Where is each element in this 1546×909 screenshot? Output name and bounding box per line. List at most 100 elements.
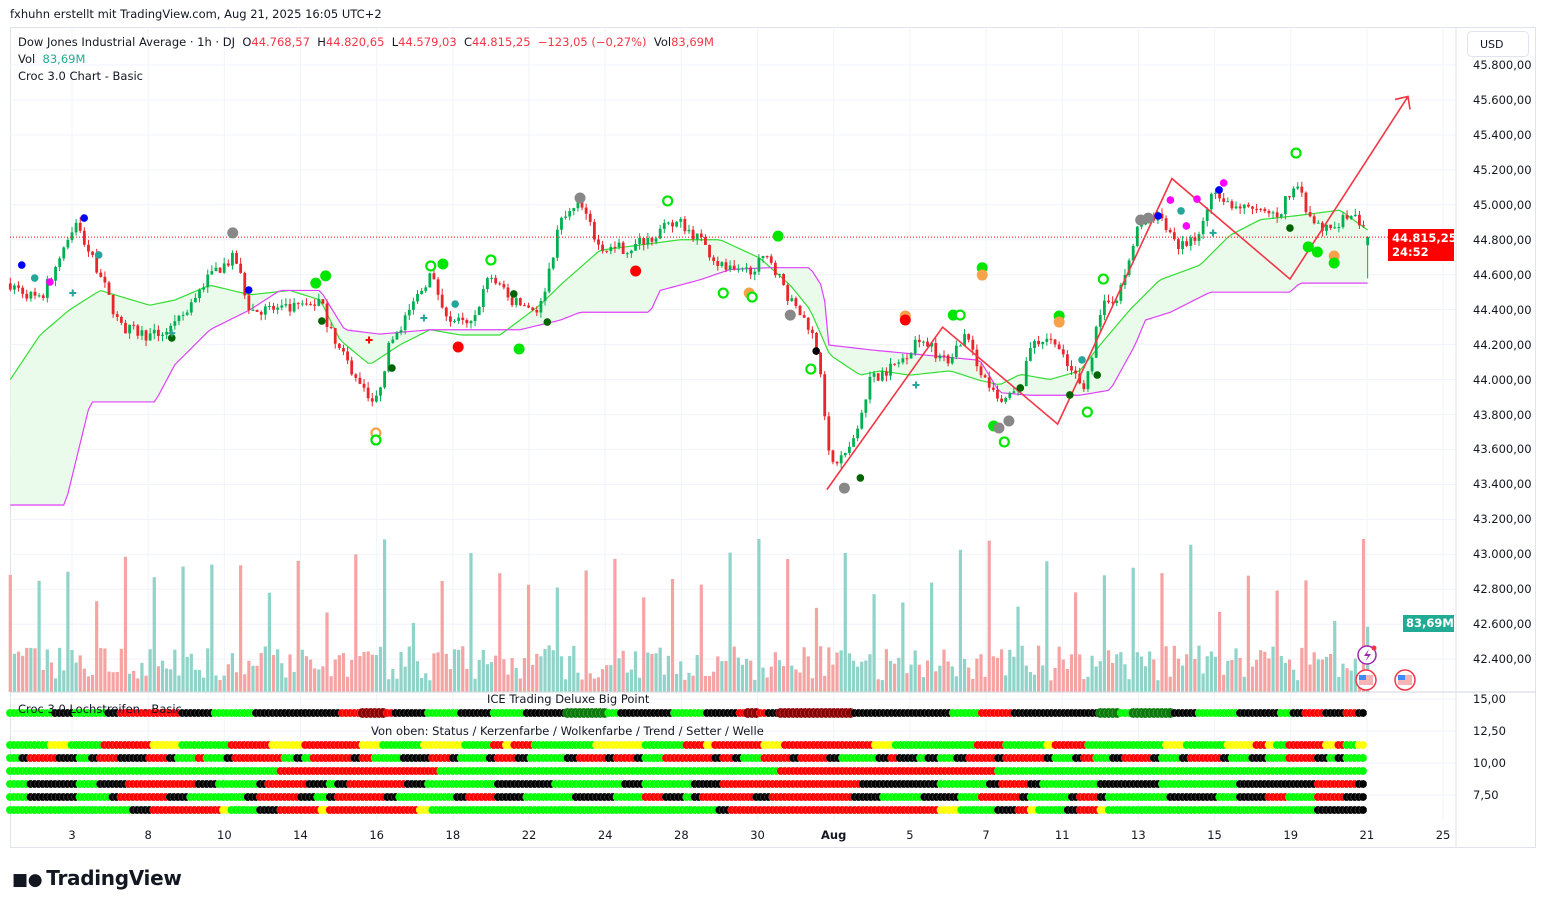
us-flag-event-icon[interactable] <box>1355 669 1377 691</box>
candle-body <box>156 329 160 336</box>
tradingview-logo[interactable]: ■● TradingView <box>12 866 182 890</box>
indicator-legend[interactable]: Croc 3.0 Chart - Basic <box>18 69 143 83</box>
volume-bar <box>62 670 66 692</box>
candle-body <box>1135 226 1139 247</box>
candle-body <box>465 319 469 324</box>
candle-body <box>54 266 57 281</box>
candle-body <box>25 293 29 299</box>
lightning-alert-icon[interactable] <box>1357 645 1377 665</box>
symbol-title[interactable]: Dow Jones Industrial Average · 1h · DJ <box>18 35 235 49</box>
volume-bar <box>494 655 498 692</box>
volume-bar <box>263 646 267 692</box>
candle-body <box>268 305 271 307</box>
arrow-head <box>1394 95 1411 110</box>
volume-bar <box>378 646 383 692</box>
time-tick: 13 <box>1131 828 1146 842</box>
volume-bar <box>337 655 341 692</box>
candle-body <box>222 263 226 273</box>
signal-dot <box>1177 207 1185 215</box>
candle-body <box>1160 213 1164 219</box>
cloud-fill <box>10 210 1368 506</box>
time-tick: 19 <box>1283 828 1299 842</box>
volume-bar <box>913 650 917 692</box>
candle-body <box>535 309 539 313</box>
currency-button[interactable]: USD <box>1467 31 1529 57</box>
signal-dot <box>1193 195 1201 203</box>
candle-body <box>115 314 119 317</box>
volume-bar <box>720 661 724 692</box>
volume-bar <box>1189 544 1193 692</box>
volume-bar <box>267 592 272 692</box>
volume-bar <box>58 647 62 692</box>
volume-bar <box>950 666 954 692</box>
volume-legend[interactable]: Vol 83,69M <box>18 51 714 68</box>
volume-bar <box>1283 662 1287 692</box>
volume-bar <box>1193 658 1197 692</box>
volume-bar <box>1180 665 1185 692</box>
volume-bar <box>967 667 971 692</box>
volume-bar <box>251 665 255 692</box>
signal-dot <box>227 227 239 239</box>
candle-body <box>860 412 864 429</box>
candle-body <box>687 229 691 232</box>
candle-body <box>95 254 99 273</box>
volume-bar <box>580 679 584 692</box>
volume-bar <box>650 653 654 692</box>
volume-bar <box>868 654 872 692</box>
volume-bar <box>843 553 847 692</box>
candle-body <box>424 287 428 291</box>
volume-bar <box>642 597 646 692</box>
candle-body <box>741 268 744 270</box>
candle-body <box>37 295 41 297</box>
candle-body <box>613 246 617 248</box>
candle-body <box>827 416 831 451</box>
volume-bar <box>810 678 814 692</box>
candle-body <box>276 307 280 310</box>
volume-bar <box>156 666 160 692</box>
candle-body <box>749 267 753 275</box>
candle-body <box>13 285 16 290</box>
candle-body <box>1329 224 1333 229</box>
candle-body <box>1004 397 1008 402</box>
volume-bar <box>897 657 901 692</box>
volume-bar <box>1164 646 1168 692</box>
volume-bar <box>25 647 29 692</box>
volume-bar <box>1238 657 1242 692</box>
volume-bar <box>444 653 448 692</box>
volume-bar <box>407 646 411 692</box>
volume-bar <box>1069 654 1074 692</box>
volume-bar <box>1082 679 1086 692</box>
candle-body <box>798 305 802 316</box>
volume-bar <box>1111 662 1115 692</box>
us-flag-event-icon[interactable] <box>1394 669 1416 691</box>
candle-body <box>753 271 757 275</box>
volume-bar <box>489 662 494 692</box>
volume-bar <box>905 673 909 692</box>
candle-body <box>481 289 485 308</box>
volume-bar <box>958 549 963 692</box>
signal-dot <box>812 347 820 355</box>
volume-bar <box>806 656 810 692</box>
volume-bar <box>633 651 638 692</box>
volume-bar <box>1271 646 1275 692</box>
candle-body <box>847 446 851 453</box>
candle-body <box>634 243 637 251</box>
candle-body <box>152 329 156 334</box>
volume-bar <box>1287 659 1292 692</box>
volume-bar <box>802 647 806 692</box>
volume-bar <box>226 664 230 692</box>
signal-cross <box>365 336 373 344</box>
signal-dot <box>1286 224 1294 232</box>
candle-body <box>1070 366 1073 371</box>
signal-cross <box>1209 229 1217 237</box>
signal-dot <box>899 314 911 326</box>
volume-bar <box>169 669 173 692</box>
candle-body <box>699 233 703 238</box>
candle-body <box>1230 201 1234 209</box>
volume-bar <box>399 651 403 692</box>
signal-dot <box>46 278 54 286</box>
volume-bar <box>1361 539 1366 692</box>
candle-body <box>794 298 798 306</box>
volume-bar <box>1032 674 1037 692</box>
